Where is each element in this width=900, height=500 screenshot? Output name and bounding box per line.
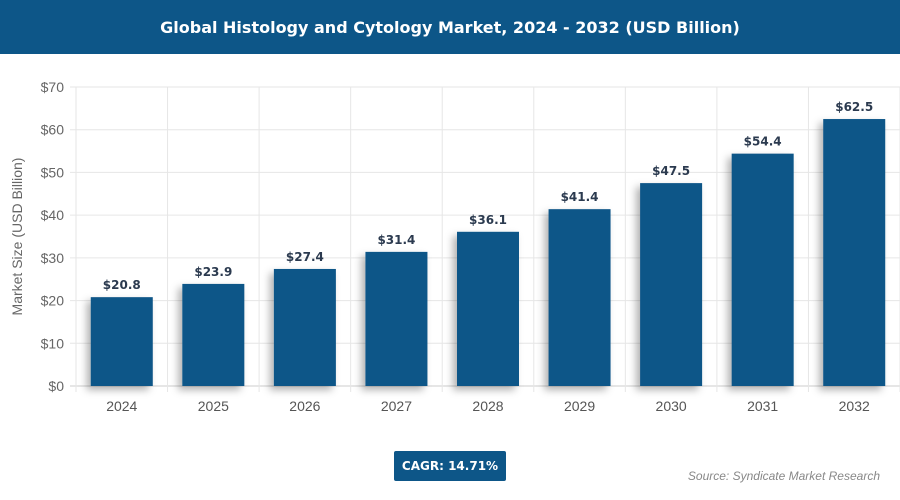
bar xyxy=(457,231,519,386)
bar xyxy=(182,283,245,386)
bar xyxy=(823,119,886,387)
bar xyxy=(90,297,153,386)
y-tick-label: $0 xyxy=(48,378,64,394)
y-tick-label: $10 xyxy=(41,335,65,351)
y-tick-label: $30 xyxy=(41,250,65,266)
y-tick-label: $40 xyxy=(41,207,65,223)
x-tick-label: 2031 xyxy=(747,398,778,414)
data-label: $54.4 xyxy=(744,135,782,149)
bar-chart: $0 $10 $20 $30 $40 $50 $60 $70 Market Size (USD … xyxy=(9,79,900,414)
data-label: $41.4 xyxy=(561,190,599,204)
chart-title: Global Histology and Cytology Market, 20… xyxy=(0,0,900,54)
x-tick-label: 2030 xyxy=(656,398,687,414)
bar xyxy=(640,183,703,386)
data-label: $36.1 xyxy=(469,213,507,227)
source-note: Source: Syndicate Market Research xyxy=(687,469,880,483)
cagr-badge: CAGR: 14.71% xyxy=(394,451,506,481)
bar xyxy=(365,251,428,386)
y-tick-label: $60 xyxy=(41,122,65,138)
bar xyxy=(273,268,336,386)
y-tick-label: $20 xyxy=(41,293,65,309)
data-label: $23.9 xyxy=(194,265,232,279)
x-tick-label: 2025 xyxy=(198,398,229,414)
data-label: $62.5 xyxy=(835,100,873,114)
y-tick-label: $70 xyxy=(41,79,65,95)
x-tick-label: 2027 xyxy=(381,398,412,414)
x-tick-label: 2026 xyxy=(289,398,320,414)
data-label: $20.8 xyxy=(103,278,141,292)
data-label: $47.5 xyxy=(652,164,690,178)
bar xyxy=(548,209,611,386)
y-axis-label: Market Size (USD Billion) xyxy=(9,158,25,316)
x-tick-label: 2028 xyxy=(472,398,503,414)
bar xyxy=(731,153,794,386)
data-label: $31.4 xyxy=(377,233,415,247)
x-tick-label: 2024 xyxy=(106,398,137,414)
data-label: $27.4 xyxy=(286,250,324,264)
x-tick-label: 2029 xyxy=(564,398,595,414)
x-tick-label: 2032 xyxy=(839,398,870,414)
y-tick-label: $50 xyxy=(41,164,65,180)
